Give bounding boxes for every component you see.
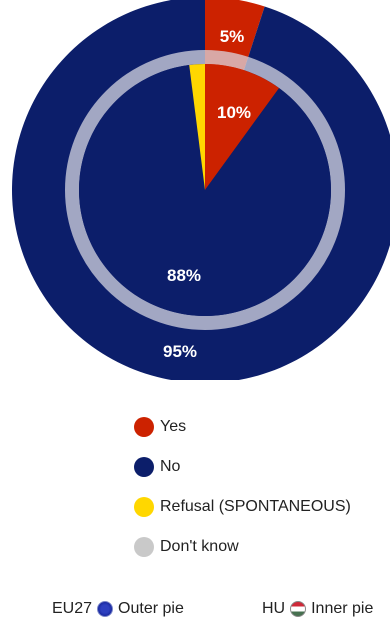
inner-slice-refusal-spontaneous: [189, 64, 205, 190]
inner-label-yes: 10%: [217, 103, 251, 122]
footer-inner-text: Inner pie: [311, 600, 374, 617]
legend-item-no: No: [134, 452, 351, 482]
legend-swatch-no: [134, 457, 154, 477]
inner-slice-no: [79, 64, 332, 316]
eu-flag-icon: [97, 601, 114, 617]
legend-label: No: [160, 458, 181, 475]
legend-label: Refusal (SPONTANEOUS): [160, 498, 351, 515]
ring-separator: [65, 50, 345, 330]
ring-separator-band: [65, 50, 345, 330]
legend-item-refusal: Refusal (SPONTANEOUS): [134, 492, 351, 522]
hu-flag-icon: [290, 601, 307, 617]
nested-pie-chart: 5% 95% 10% 88%: [12, 0, 390, 380]
legend-swatch-refusal: [134, 497, 154, 517]
legend-item-yes: Yes: [134, 412, 351, 442]
inner-pie-hu: [79, 64, 332, 316]
footer-outer-pie: EU27 Outer pie: [52, 600, 184, 618]
outer-label-yes: 5%: [220, 27, 245, 46]
legend-swatch-dont-know: [134, 537, 154, 557]
outer-label-no: 95%: [163, 342, 197, 361]
footer-country-eu27: EU27: [52, 600, 93, 617]
footer-outer-text: Outer pie: [118, 600, 184, 617]
footer-country-hu: HU: [262, 600, 286, 617]
legend-label: Don't know: [160, 538, 239, 555]
footer-inner-pie: HU Inner pie: [262, 600, 373, 618]
legend-swatch-yes: [134, 417, 154, 437]
slice-labels: 5% 95% 10% 88%: [163, 27, 251, 361]
inner-label-no: 88%: [167, 266, 201, 285]
legend: Yes No Refusal (SPONTANEOUS) Don't know: [134, 412, 351, 572]
legend-item-dont-know: Don't know: [134, 532, 351, 562]
inner-slice-yes: [205, 64, 280, 190]
legend-label: Yes: [160, 418, 187, 435]
